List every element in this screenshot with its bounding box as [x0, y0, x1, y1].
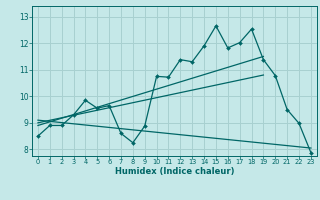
X-axis label: Humidex (Indice chaleur): Humidex (Indice chaleur) [115, 167, 234, 176]
